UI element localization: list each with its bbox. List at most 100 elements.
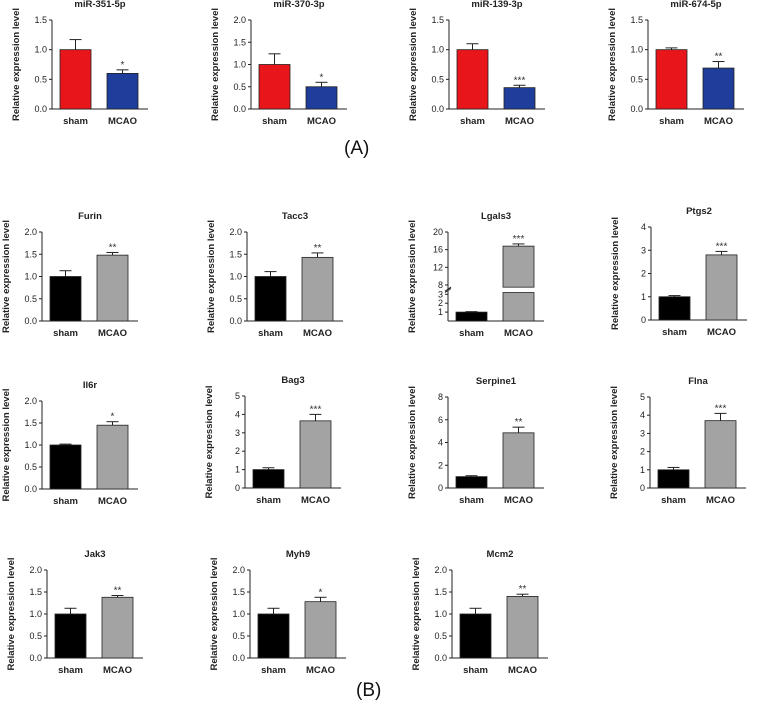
- significance-label: ***: [715, 403, 727, 414]
- y-tick-label: 1.5: [24, 418, 37, 428]
- y-tick-label: 2: [438, 298, 443, 308]
- y-tick-label: 0.5: [24, 294, 37, 304]
- x-tick-label: sham: [53, 496, 78, 507]
- x-tick-label: MCAO: [706, 495, 735, 506]
- x-tick-label: MCAO: [108, 116, 137, 127]
- y-tick-label: 3: [235, 428, 240, 438]
- y-tick-label: 2: [438, 460, 443, 470]
- bar-MCAO-upper: [502, 245, 535, 288]
- bar-MCAO: [704, 420, 737, 489]
- y-tick-label: 1: [438, 307, 443, 317]
- chart-jak3: Jak3 Relative expression level 0.0 0.5 1.0 1.…: [6, 549, 143, 676]
- y-tick-label: 0.0: [34, 104, 47, 114]
- y-axis-label: Relative expression level: [609, 386, 620, 499]
- y-tick-label: 2.0: [434, 565, 447, 575]
- y-tick-label: 0.5: [434, 631, 447, 641]
- y-tick-label: 4: [438, 438, 443, 448]
- y-tick-label: 0.5: [431, 74, 444, 84]
- y-tick-label: 0.0: [434, 653, 447, 663]
- chart-bag3: Bag3 Relative expression level 0 1 2 3 4 5 sham *…: [204, 375, 341, 506]
- bar-MCAO: [502, 292, 535, 322]
- y-tick-label: 2.0: [29, 565, 42, 575]
- significance-label: ***: [513, 234, 525, 245]
- significance-label: **: [314, 243, 322, 254]
- y-tick-label: 3: [438, 289, 443, 299]
- y-tick-label: 4: [640, 410, 645, 420]
- y-tick-label: 1.0: [229, 272, 242, 282]
- chart-myh9: Myh9 Relative expression level 0.0 0.5 1.0 1.…: [209, 549, 346, 676]
- bar-MCAO: [503, 87, 536, 110]
- bar-sham: [455, 476, 488, 489]
- chart-mir-674-5p: miR-674-5p Relative expression level 0.0 0.…: [607, 0, 744, 127]
- y-tick-label: 1.5: [29, 587, 42, 597]
- significance-label: **: [109, 242, 117, 253]
- chart-title: Il6r: [83, 380, 98, 391]
- y-tick-label: 20: [433, 227, 443, 237]
- significance-label: ***: [716, 241, 728, 252]
- x-tick-label: MCAO: [504, 328, 533, 339]
- y-tick-label: 1.5: [232, 587, 245, 597]
- y-tick-label: 0.0: [630, 104, 643, 114]
- chart-title: Mcm2: [487, 549, 514, 560]
- chart-furin: Furin Relative expression level 0.0 0.5 1.0 1…: [1, 211, 138, 339]
- y-tick-label: 2.0: [229, 227, 242, 237]
- y-tick-label: 0: [640, 483, 645, 493]
- y-tick-label: 1.5: [233, 37, 246, 47]
- y-tick-label: 5: [235, 391, 240, 401]
- y-tick-label: 4: [641, 222, 646, 232]
- bar-sham: [59, 49, 92, 110]
- y-axis-label: Relative expression level: [607, 8, 618, 121]
- chart-title: miR-674-5p: [670, 0, 721, 10]
- y-tick-label: 1.0: [24, 272, 37, 282]
- chart-serpine1: Serpine1 Relative expression level 0 2 4 6 8 sh…: [407, 376, 544, 506]
- x-tick-label: MCAO: [306, 665, 335, 676]
- y-tick-label: 5: [640, 392, 645, 402]
- bar-sham: [455, 311, 488, 322]
- y-tick-label: 3: [640, 428, 645, 438]
- y-tick-label: 1.5: [434, 587, 447, 597]
- y-tick-label: 2: [640, 447, 645, 457]
- bar-MCAO: [506, 596, 539, 659]
- y-tick-label: 1.5: [24, 249, 37, 259]
- bar-MCAO: [305, 86, 338, 110]
- y-tick-label: 0.0: [24, 484, 37, 494]
- x-tick-label: MCAO: [504, 495, 533, 506]
- x-tick-label: sham: [463, 665, 488, 676]
- panel-label-a: (A): [344, 138, 370, 159]
- chart-mcm2: Mcm2 Relative expression level 0.0 0.5 1.0 1.…: [411, 549, 548, 676]
- x-tick-label: sham: [661, 495, 686, 506]
- y-tick-label: 8: [438, 392, 443, 402]
- bar-sham: [456, 49, 489, 110]
- x-tick-label: sham: [58, 665, 83, 676]
- bar-sham: [49, 276, 82, 322]
- y-tick-label: 1.0: [24, 440, 37, 450]
- x-tick-label: MCAO: [707, 327, 736, 338]
- y-axis-label: Relative expression level: [204, 385, 215, 498]
- bar-MCAO: [106, 73, 139, 110]
- y-tick-label: 1.5: [431, 15, 444, 25]
- axis-break-mark: [444, 286, 452, 292]
- bar-sham: [459, 613, 492, 659]
- x-tick-label: MCAO: [98, 328, 127, 339]
- y-tick-label: 0.5: [29, 631, 42, 641]
- y-tick-label: 1.5: [630, 15, 643, 25]
- y-tick-label: 0: [235, 483, 240, 493]
- y-tick-label: 0.5: [233, 82, 246, 92]
- y-tick-label: 0.5: [229, 294, 242, 304]
- chart-mir-351-5p: miR-351-5p Relative expression level 0.0 0.…: [11, 0, 148, 127]
- bar-sham: [54, 613, 87, 659]
- y-tick-label: 0.0: [233, 104, 246, 114]
- y-tick-label: 2.0: [24, 227, 37, 237]
- chart-tacc3: Tacc3 Relative expression level 0.0 0.5 1.0 1…: [206, 211, 343, 339]
- x-tick-label: MCAO: [704, 116, 733, 127]
- y-axis-label: Relative expression level: [1, 220, 12, 333]
- y-tick-label: 2.0: [232, 565, 245, 575]
- y-tick-label: 0.0: [232, 653, 245, 663]
- y-axis-label: Relative expression level: [407, 386, 418, 499]
- chart-title: Furin: [78, 211, 102, 222]
- chart-flna: Flna Relative expression level 0 1 2 3 4 5 sham *…: [609, 376, 746, 506]
- significance-label: *: [319, 587, 323, 598]
- bar-MCAO: [702, 67, 735, 110]
- bar-sham: [252, 469, 285, 489]
- y-tick-label: 1: [640, 465, 645, 475]
